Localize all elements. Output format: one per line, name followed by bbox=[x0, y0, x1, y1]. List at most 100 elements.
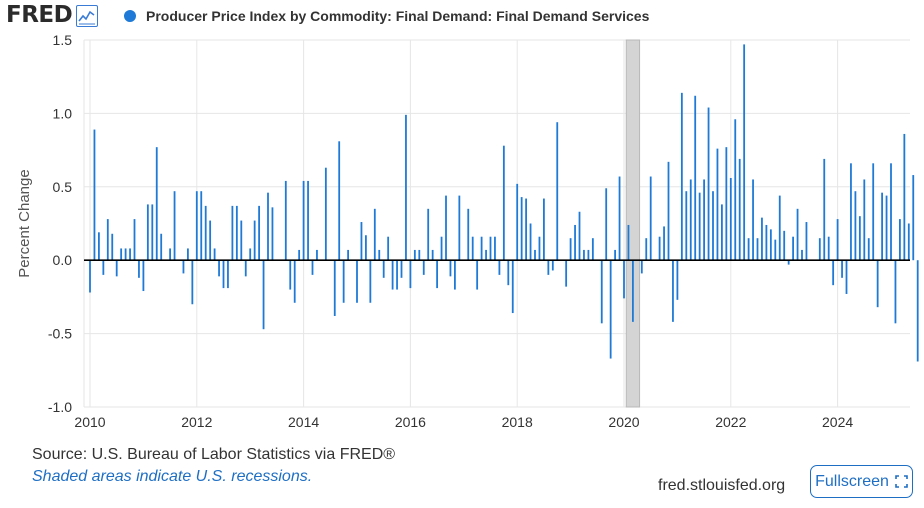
chart-bar bbox=[471, 236, 474, 261]
chart-bar bbox=[333, 260, 336, 316]
chart-bar bbox=[761, 217, 763, 261]
chart-bar bbox=[725, 147, 728, 261]
chart-bar bbox=[672, 260, 674, 322]
chart-bar bbox=[391, 260, 394, 290]
fullscreen-button[interactable]: Fullscreen bbox=[810, 465, 913, 498]
chart-bar bbox=[778, 195, 781, 261]
x-tick-label: 2016 bbox=[395, 414, 426, 430]
chart-bar bbox=[685, 191, 688, 261]
chart-bar bbox=[120, 248, 123, 261]
chart-bar bbox=[649, 176, 652, 261]
chart-bar bbox=[885, 195, 888, 261]
chart-bar bbox=[489, 236, 492, 261]
chart-bar bbox=[734, 119, 737, 261]
chart-bar bbox=[899, 219, 901, 261]
chart-bar bbox=[765, 224, 768, 261]
chart-bar bbox=[845, 260, 848, 294]
chart-bar bbox=[583, 249, 585, 261]
fred-logo[interactable]: FRED bbox=[6, 2, 99, 28]
chart-bar bbox=[102, 260, 105, 275]
chart-bar bbox=[574, 224, 576, 261]
chart-bar bbox=[689, 179, 692, 261]
chart-bar bbox=[538, 236, 541, 261]
chart-bar bbox=[200, 191, 203, 261]
chart-bar bbox=[502, 145, 505, 261]
chart-bar bbox=[658, 236, 661, 261]
chart-bar bbox=[240, 220, 243, 261]
chart-bar bbox=[413, 249, 416, 261]
chart-bar bbox=[520, 197, 523, 261]
chart-bar bbox=[823, 158, 826, 261]
chart-bar bbox=[129, 248, 131, 261]
chart-bar bbox=[222, 260, 225, 289]
chart-bar bbox=[347, 249, 349, 261]
site-link[interactable]: fred.stlouisfed.org bbox=[658, 477, 786, 494]
x-tick-label: 2018 bbox=[502, 414, 533, 430]
chart-bar bbox=[623, 260, 625, 299]
chart-bar bbox=[151, 204, 154, 261]
chart-bar bbox=[405, 114, 407, 261]
chart-bar bbox=[289, 260, 292, 290]
chart-bar bbox=[115, 260, 118, 277]
chart-bar bbox=[836, 219, 839, 261]
chart-bar bbox=[191, 260, 194, 305]
chart-bar bbox=[418, 249, 421, 261]
chart-bar bbox=[262, 260, 265, 330]
chart-bar bbox=[204, 205, 207, 261]
recession-shading bbox=[625, 39, 641, 408]
chart-bar bbox=[454, 260, 456, 290]
y-tick-label: 0.0 bbox=[53, 252, 73, 268]
chart-bar bbox=[271, 207, 274, 261]
chart-bar bbox=[832, 260, 835, 286]
chart-bar bbox=[498, 260, 501, 275]
legend-series-label: Producer Price Index by Commodity: Final… bbox=[146, 8, 650, 24]
chart-bar bbox=[98, 232, 100, 261]
chart-bar bbox=[894, 260, 897, 324]
chart-bar bbox=[342, 260, 345, 303]
chart-bar bbox=[645, 238, 648, 261]
chart-bar bbox=[258, 205, 260, 261]
chart-bar bbox=[160, 233, 163, 261]
chart-bar bbox=[738, 158, 741, 261]
chart-bar bbox=[356, 260, 358, 303]
x-tick-label: 2012 bbox=[181, 414, 212, 430]
chart-bar bbox=[903, 133, 906, 261]
chart-bar bbox=[173, 191, 176, 261]
legend-series-marker bbox=[124, 10, 136, 22]
chart-bar bbox=[729, 177, 732, 261]
chart-bar bbox=[547, 260, 550, 275]
chart-bar bbox=[721, 204, 723, 261]
fullscreen-label: Fullscreen bbox=[815, 472, 889, 490]
x-tick-label: 2024 bbox=[822, 414, 853, 430]
expand-icon bbox=[895, 475, 908, 488]
chart-bar bbox=[881, 192, 883, 261]
chart-bar bbox=[324, 167, 327, 261]
chart-bar bbox=[182, 260, 185, 274]
chart-bar bbox=[529, 223, 532, 261]
chart-bar bbox=[209, 220, 212, 261]
chart-bar bbox=[445, 195, 447, 261]
chart-bar bbox=[587, 249, 590, 261]
chart-bar bbox=[796, 208, 799, 261]
chart-bar bbox=[516, 183, 519, 261]
chart-bar bbox=[907, 223, 910, 261]
chart-bar bbox=[640, 260, 643, 274]
x-tick-label: 2010 bbox=[74, 414, 105, 430]
chart-bar bbox=[387, 236, 390, 261]
chart-bar bbox=[146, 204, 149, 261]
chart-bar bbox=[169, 248, 171, 261]
chart-bar bbox=[578, 211, 581, 261]
x-tick-label: 2020 bbox=[608, 414, 639, 430]
chart-bar bbox=[382, 260, 385, 278]
chart-bar bbox=[618, 176, 621, 261]
y-axis-label: Percent Change bbox=[16, 169, 33, 277]
chart-bar bbox=[716, 148, 719, 261]
chart-bar bbox=[485, 249, 487, 261]
y-tick-label: 1.5 bbox=[53, 32, 73, 48]
chart-bar bbox=[609, 260, 612, 359]
chart-bar bbox=[431, 249, 434, 261]
chart-bar bbox=[854, 191, 857, 261]
chart-bar bbox=[494, 236, 496, 261]
